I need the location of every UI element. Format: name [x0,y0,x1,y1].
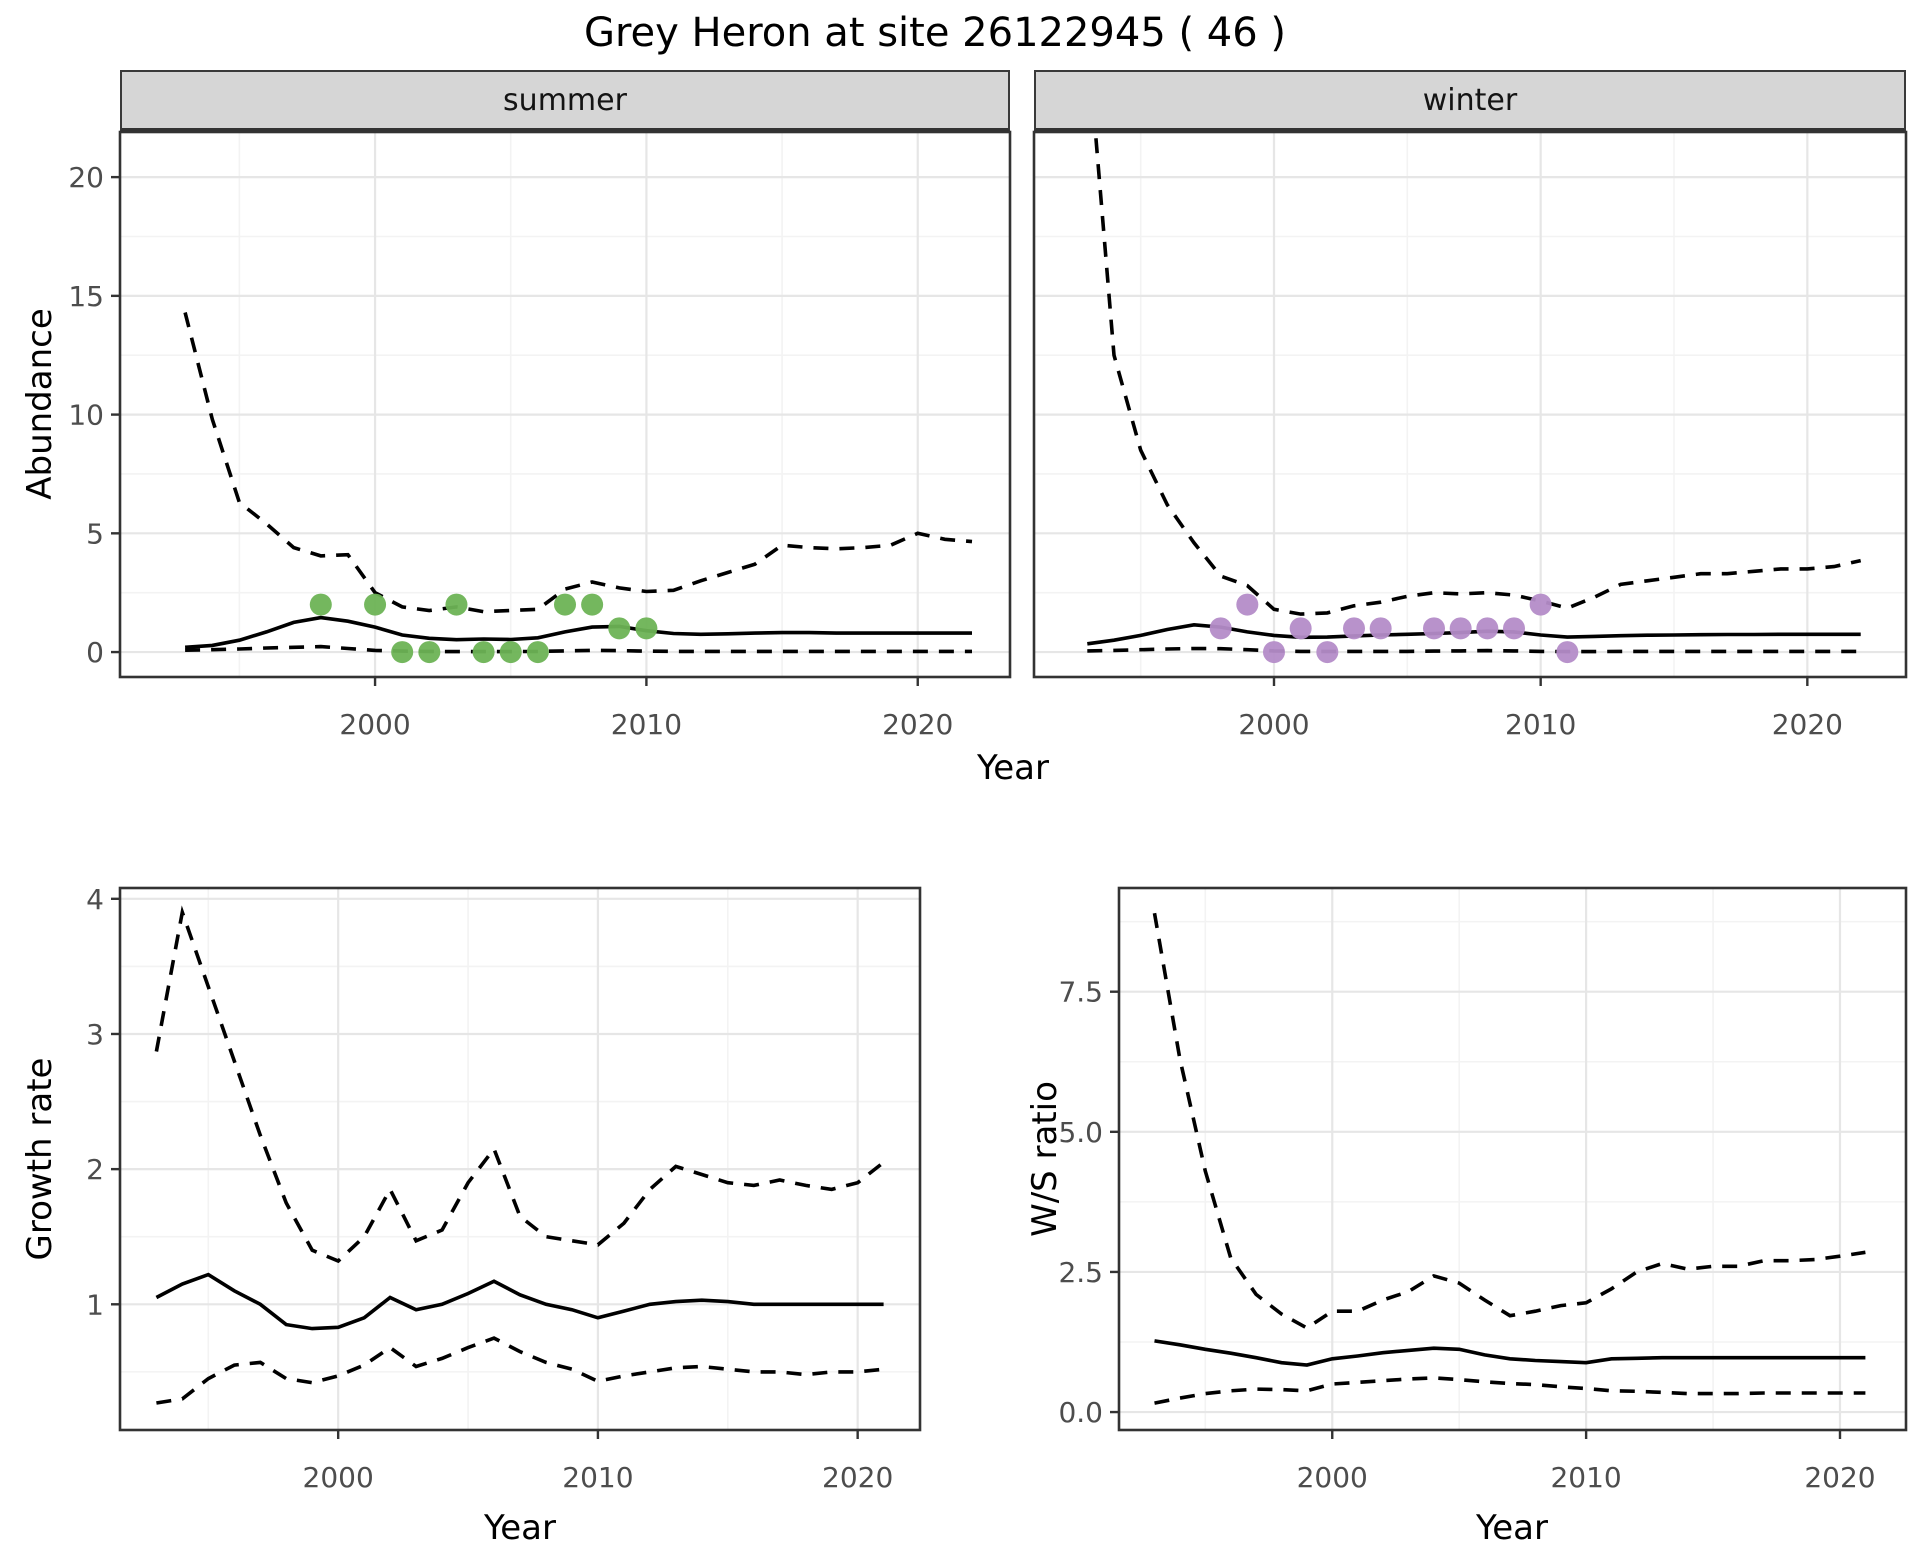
summer-observations [309,593,332,616]
winter-observations [1316,641,1339,664]
winter-observations [1236,593,1259,616]
y-axis-title-abundance: Abundance [20,308,60,500]
y-tick-label: 2.5 [1058,1256,1103,1289]
y-tick-label: 4 [86,883,104,916]
y-tick-label: 7.5 [1058,976,1103,1009]
panel-border [1032,130,1908,679]
panel-growth: 2000 2010 2020 1 2 3 4 [86,883,922,1494]
y-tick-label: 3 [86,1018,104,1051]
panel-border [118,886,922,1432]
upper-95ci-line [183,312,973,614]
x-tick-label: 2010 [562,1461,633,1494]
y-tick-label: 2 [86,1153,104,1186]
winter-observations [1556,641,1579,664]
mean-line [155,1272,884,1331]
y-tick-label: 0 [86,636,104,669]
winter-observations [1289,617,1312,640]
panel-ws: 2000 2010 2020 0.0 2.5 5.0 7.5 [1058,886,1908,1494]
x-tick-label: 2000 [339,708,410,741]
upper-95ci-line [154,905,885,1264]
facet-strip-summer: summer [120,70,1010,132]
y-tick-label: 20 [68,161,104,194]
summer-observations [635,617,658,640]
winter-observations [1343,617,1365,640]
panel-background [120,132,1010,677]
y-tick-label: 0.0 [1058,1396,1103,1429]
x-axis-title-year-top: Year [977,748,1049,788]
panel-border [118,130,1012,679]
y-tick-label: 15 [68,280,104,313]
x-tick-label: 2010 [1550,1461,1621,1494]
y-axis-title-growth-rate: Growth rate [20,1057,60,1261]
summer-observations [581,593,604,616]
summer-observations [445,593,468,616]
panel-summer: 2000 2010 2020 0 5 10 15 20 [68,130,1012,741]
summer-observations [472,641,495,664]
y-tick-label: 5 [86,517,104,550]
facet-strip-winter: winter [1034,70,1906,132]
lower-95ci-line [156,1336,884,1405]
winter-observations [1449,617,1472,640]
x-tick-label: 2020 [1772,708,1843,741]
x-tick-label: 2000 [1238,708,1309,741]
winter-observations [1503,617,1525,640]
x-tick-label: 2020 [882,708,953,741]
x-tick-label: 2010 [1505,708,1576,741]
x-tick-label: 2010 [611,708,682,741]
y-tick-label: 10 [68,399,104,432]
y-tick-label: 5.0 [1058,1116,1103,1149]
x-axis-title-year-growth: Year [484,1508,556,1548]
summer-observations [499,641,522,664]
panel-background [1034,132,1906,677]
winter-observations [1263,641,1285,664]
facet-strip-winter-label: winter [1422,82,1518,118]
x-tick-label: 2000 [1297,1461,1368,1494]
winter-observations [1209,617,1232,640]
panel-winter: 2000 2010 2020 [1032,130,1908,741]
mean-line [1154,1339,1866,1367]
panel-background [1119,888,1906,1430]
y-axis-title-ws-ratio: W/S ratio [1025,1081,1065,1237]
plot-title: Grey Heron at site 26122945 ( 46 ) [583,10,1287,56]
upper-95ci-line [1152,912,1866,1331]
summer-observations [608,617,631,640]
winter-observations [1369,617,1392,640]
x-axis-title-year-ws: Year [1476,1508,1548,1548]
panel-background [120,888,920,1430]
y-tick-label: 1 [86,1288,104,1321]
mean-line [184,615,972,650]
x-tick-label: 2020 [1804,1461,1875,1494]
facet-strip-summer-label: summer [503,82,627,118]
summer-observations [554,593,576,616]
x-tick-label: 2000 [303,1461,374,1494]
summer-observations [364,593,387,616]
x-tick-label: 2020 [822,1461,893,1494]
upper-95ci-line [1093,132,1862,616]
winter-observations [1423,617,1445,640]
winter-observations [1476,617,1499,640]
lower-95ci-line [185,644,972,654]
summer-observations [526,641,549,664]
winter-observations [1529,593,1552,616]
summer-observations [391,641,414,664]
summer-observations [418,641,441,664]
panel-border [1117,886,1908,1432]
